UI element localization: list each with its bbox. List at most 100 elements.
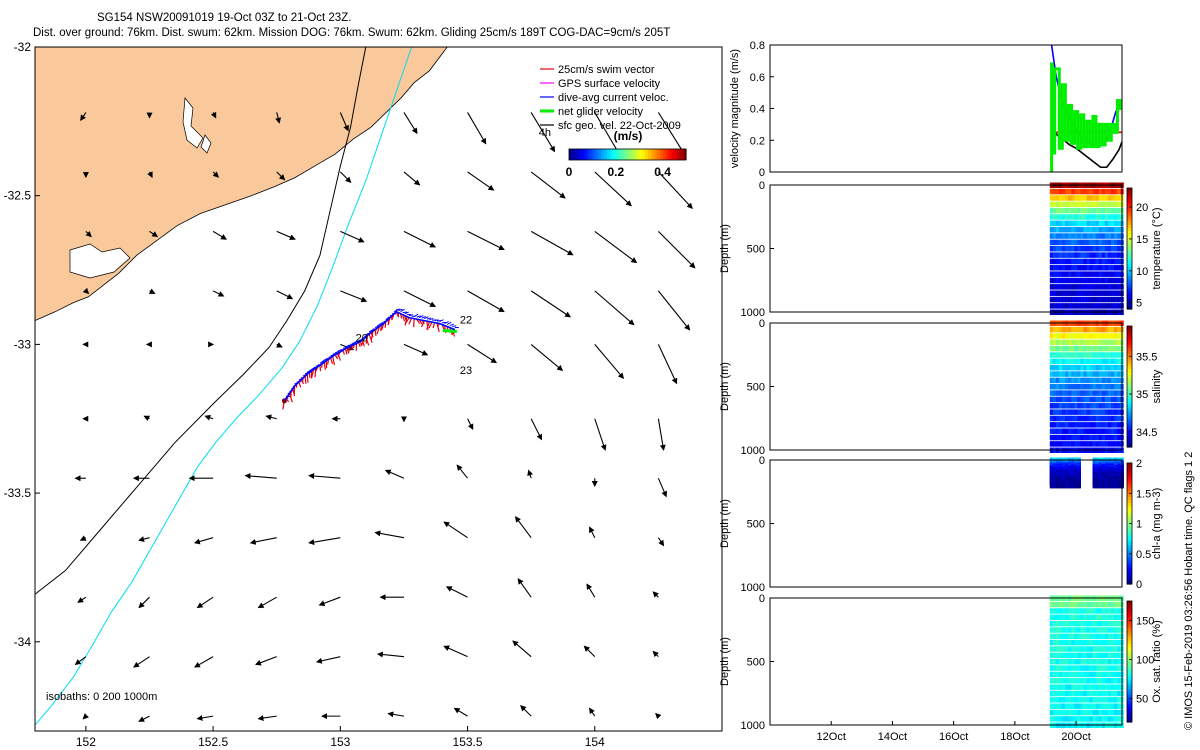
section-data-point — [1058, 226, 1063, 233]
section-data-point — [1077, 246, 1081, 252]
section-data-point — [1071, 652, 1075, 659]
section-data-point — [1083, 239, 1088, 246]
colorbar-tick-label: 10 — [1136, 266, 1148, 278]
section-data-point — [1086, 665, 1091, 671]
section-data-point — [1086, 601, 1091, 608]
section-data-point — [1092, 601, 1097, 608]
section-data-point — [1086, 659, 1091, 665]
section-data-point — [1101, 371, 1106, 377]
section-data-point — [1092, 684, 1097, 690]
section-data-point — [1077, 296, 1081, 303]
section-data-point — [1055, 345, 1060, 352]
section-data-point — [1092, 290, 1097, 296]
section-data-point — [1098, 284, 1103, 290]
section-data-point — [1080, 377, 1085, 384]
section-data-point — [1111, 339, 1115, 346]
section-data-point — [1065, 284, 1069, 290]
y-tick-label: 0.4 — [750, 104, 765, 116]
section-data-point — [1095, 277, 1100, 284]
section-data-point — [1074, 434, 1078, 441]
section-data-point — [1077, 277, 1081, 284]
section-data-point — [1055, 614, 1060, 621]
section-data-point — [1117, 684, 1121, 690]
geo-vector-arrow — [212, 230, 227, 240]
section-data-point — [1080, 384, 1085, 390]
section-data-point — [1068, 358, 1072, 365]
section-data-point — [1117, 265, 1121, 271]
section-data-point — [1049, 697, 1054, 703]
colorbar-segment — [647, 149, 652, 160]
section-data-point — [1117, 646, 1121, 652]
geo-vector-arrow — [339, 171, 352, 184]
section-data-point — [1068, 333, 1072, 339]
section-data-point — [1049, 608, 1054, 614]
section-data-point — [1068, 214, 1072, 220]
colorbar-segment — [1127, 230, 1132, 234]
section-data-point — [1083, 633, 1088, 640]
geo-vector-arrow — [589, 526, 596, 538]
colorbar-segment — [1127, 526, 1132, 531]
section-data-point — [1062, 284, 1066, 290]
section-data-point — [1098, 277, 1103, 284]
section-data-point — [1107, 396, 1112, 403]
section-data-point — [1098, 390, 1103, 396]
section-data-point — [1068, 303, 1072, 309]
colorbar-segment — [1127, 637, 1132, 641]
section-data-point — [1052, 252, 1057, 258]
colorbar-segment — [1127, 532, 1132, 537]
section-data-point — [1114, 690, 1118, 697]
colorbar-segment — [1127, 676, 1132, 681]
section-data-point — [1117, 277, 1121, 284]
section-data-point — [1055, 290, 1060, 296]
current-vector-mark — [449, 323, 454, 327]
section-data-point — [1049, 377, 1054, 384]
section-data-point — [1049, 326, 1054, 333]
section-data-point — [1071, 441, 1075, 447]
section-data-point — [1068, 709, 1072, 716]
section-data-point — [1065, 652, 1069, 659]
geo-vector-arrow — [657, 171, 693, 210]
section-data-point — [1104, 396, 1109, 403]
section-data-point — [1065, 671, 1069, 678]
section-data-point — [1058, 697, 1063, 703]
section-data-point — [1089, 441, 1094, 447]
section-data-point — [1101, 678, 1106, 684]
section-data-point — [1101, 265, 1106, 271]
swim-vector-mark — [436, 322, 440, 333]
section-data-point — [1098, 226, 1103, 233]
section-data-point — [1104, 384, 1109, 390]
section-data-point — [1062, 195, 1066, 201]
section-data-point — [1071, 409, 1075, 415]
section-data-point — [1062, 690, 1066, 697]
section-data-point — [1049, 709, 1054, 716]
section-data-point — [1080, 409, 1085, 415]
colorbar-segment — [1127, 688, 1132, 693]
section-data-point — [1114, 352, 1118, 358]
section-data-point — [1104, 326, 1109, 333]
y-tick-label: 0.8 — [750, 40, 765, 52]
section-data-point — [1074, 428, 1078, 434]
section-data-point — [1117, 233, 1121, 239]
section-data-point — [1055, 271, 1060, 277]
section-data-point — [1052, 697, 1057, 703]
y-tick-label: 500 — [747, 657, 765, 669]
section-data-point — [1065, 358, 1069, 365]
section-data-point — [1104, 716, 1109, 722]
section-data-point — [1114, 441, 1118, 447]
section-data-point — [1080, 333, 1085, 339]
section-data-point — [1049, 678, 1054, 684]
colorbar-segment — [665, 149, 670, 160]
section-data-point — [1101, 303, 1106, 309]
section-data-point — [1107, 671, 1112, 678]
section-data-point — [1049, 358, 1054, 365]
section-data-point — [1095, 246, 1100, 252]
section-data-point — [1065, 333, 1069, 339]
section-data-point — [1107, 377, 1112, 384]
section-data-point — [1095, 633, 1100, 640]
section-data-point — [1092, 265, 1097, 271]
geo-vector-arrow — [403, 290, 437, 307]
geo-vector-arrow — [445, 586, 468, 598]
section-data-point — [1049, 195, 1054, 201]
section-data-point — [1055, 333, 1060, 339]
